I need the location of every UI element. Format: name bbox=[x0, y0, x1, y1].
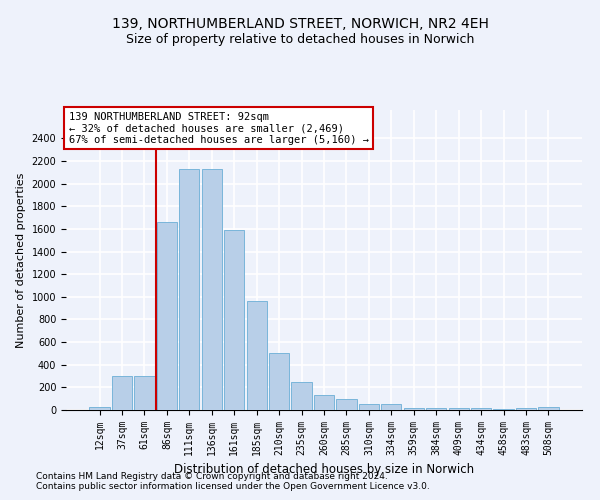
Bar bbox=[493, 409, 514, 410]
Bar bbox=[516, 408, 536, 410]
Y-axis label: Number of detached properties: Number of detached properties bbox=[16, 172, 26, 348]
Text: 139 NORTHUMBERLAND STREET: 92sqm
← 32% of detached houses are smaller (2,469)
67: 139 NORTHUMBERLAND STREET: 92sqm ← 32% o… bbox=[68, 112, 368, 144]
Text: Contains HM Land Registry data © Crown copyright and database right 2024.: Contains HM Land Registry data © Crown c… bbox=[36, 472, 388, 481]
Bar bbox=[381, 404, 401, 410]
Bar bbox=[134, 376, 155, 410]
Bar bbox=[292, 382, 311, 410]
Bar bbox=[471, 408, 491, 410]
Bar bbox=[404, 408, 424, 410]
Bar bbox=[202, 169, 222, 410]
Bar bbox=[426, 408, 446, 410]
X-axis label: Distribution of detached houses by size in Norwich: Distribution of detached houses by size … bbox=[174, 464, 474, 476]
Bar bbox=[247, 302, 267, 410]
Bar bbox=[112, 376, 132, 410]
Bar bbox=[337, 398, 356, 410]
Bar bbox=[359, 404, 379, 410]
Text: 139, NORTHUMBERLAND STREET, NORWICH, NR2 4EH: 139, NORTHUMBERLAND STREET, NORWICH, NR2… bbox=[112, 18, 488, 32]
Text: Contains public sector information licensed under the Open Government Licence v3: Contains public sector information licen… bbox=[36, 482, 430, 491]
Bar bbox=[314, 396, 334, 410]
Bar bbox=[89, 407, 110, 410]
Bar bbox=[449, 408, 469, 410]
Bar bbox=[179, 169, 199, 410]
Bar bbox=[538, 407, 559, 410]
Text: Size of property relative to detached houses in Norwich: Size of property relative to detached ho… bbox=[126, 32, 474, 46]
Bar bbox=[157, 222, 177, 410]
Bar bbox=[269, 353, 289, 410]
Bar bbox=[224, 230, 244, 410]
